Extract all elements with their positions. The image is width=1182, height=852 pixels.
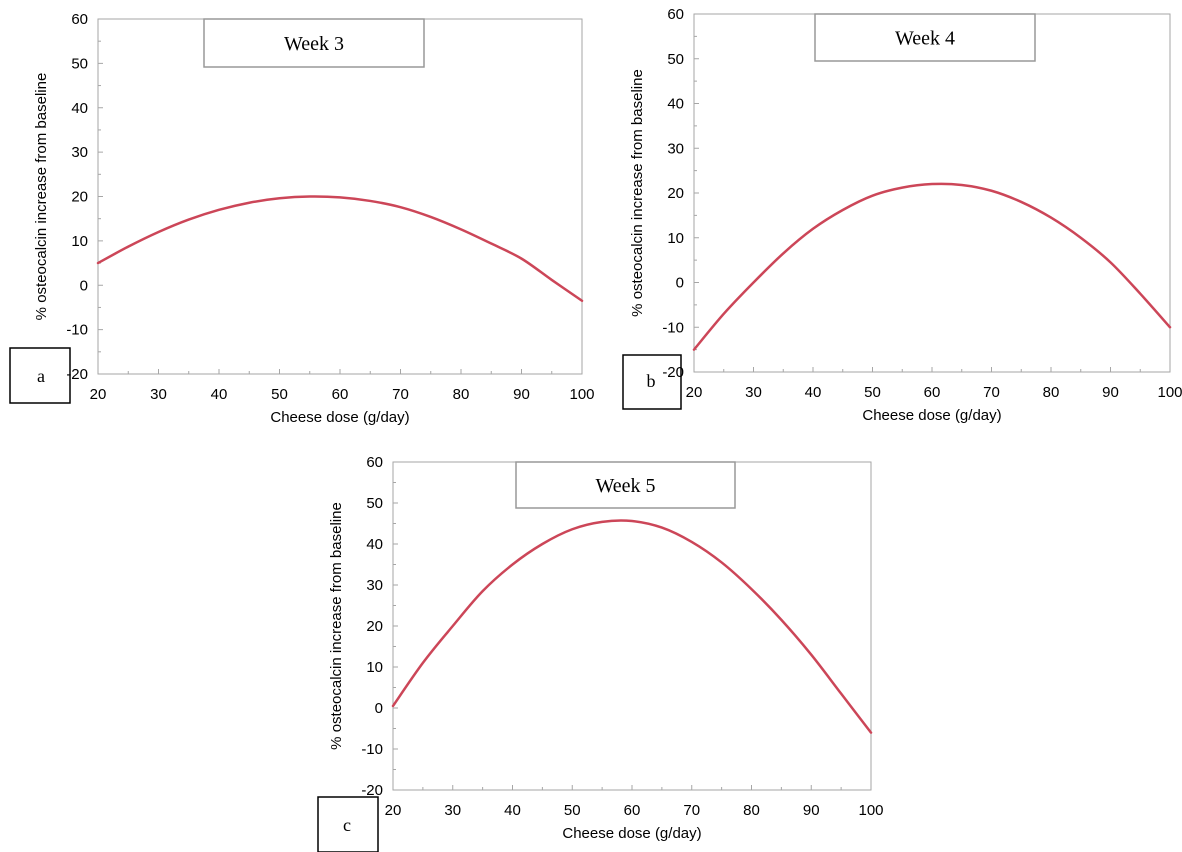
y-tick-label: 50 (71, 55, 88, 72)
y-tick-label: 40 (667, 96, 684, 113)
x-tick-label: 20 (90, 386, 107, 403)
y-tick-label: -10 (361, 741, 383, 758)
x-tick-label: 40 (211, 386, 228, 403)
y-tick-label: 50 (366, 495, 383, 512)
panel-label: c (343, 815, 351, 835)
x-tick-label: 20 (686, 384, 703, 401)
chart-panel-a: -20 -10 0 10 20 30 40 50 60 20 30 40 50 60 70 80 90 100 Ch… (9, 11, 595, 426)
y-tick-label: -10 (662, 319, 684, 336)
panel-label-box (9, 347, 71, 404)
x-tick-label: 60 (924, 384, 941, 401)
y-tick-label: 10 (366, 659, 383, 676)
plot-area-frame (392, 461, 872, 791)
osteocalcin-curve (692, 182, 1172, 351)
x-tick-label: 50 (271, 386, 288, 403)
title-box (515, 461, 736, 509)
y-tick-label: 40 (366, 536, 383, 553)
y-tick-label: 0 (676, 275, 684, 292)
x-tick-label: 30 (745, 384, 762, 401)
y-axis-label: % osteocalcin increase from baseline (629, 69, 646, 317)
y-tick-label: 60 (667, 6, 684, 23)
x-tick-label: 50 (864, 384, 881, 401)
x-tick-label: 40 (805, 384, 822, 401)
x-axis-label: Cheese dose (g/day) (270, 409, 409, 426)
y-tick-label: -10 (66, 322, 88, 339)
y-tick-label: -20 (66, 366, 88, 383)
x-axis-label: Cheese dose (g/day) (562, 825, 701, 842)
x-tick-label: 60 (332, 386, 349, 403)
x-tick-label: 40 (504, 802, 521, 819)
y-tick-label: 10 (71, 233, 88, 250)
plot-area-frame (693, 13, 1171, 373)
osteocalcin-curve (391, 519, 873, 734)
y-tick-label: 20 (667, 185, 684, 202)
osteocalcin-curve (96, 195, 584, 303)
y-tick-label: 60 (71, 11, 88, 28)
title-box (203, 18, 425, 68)
x-tick-label: 60 (624, 802, 641, 819)
x-tick-label: 30 (150, 386, 167, 403)
chart-panel-b: -20 -10 0 10 20 30 40 50 60 20 30 40 50 60 70 80 90 100 Ch… (622, 6, 1182, 424)
panel-label-box (317, 796, 379, 852)
x-tick-label: 90 (803, 802, 820, 819)
x-tick-label: 70 (983, 384, 1000, 401)
title-box (814, 13, 1036, 62)
y-tick-label: 50 (667, 51, 684, 68)
x-tick-label: 90 (513, 386, 530, 403)
chart-title: Week 5 (595, 475, 655, 497)
x-tick-label: 20 (385, 802, 402, 819)
y-axis-label: % osteocalcin increase from baseline (33, 73, 50, 321)
y-tick-label: 0 (375, 700, 383, 717)
y-tick-label: 10 (667, 230, 684, 247)
y-tick-label: 20 (366, 618, 383, 635)
chart-title: Week 3 (284, 33, 344, 55)
x-tick-label: 70 (392, 386, 409, 403)
panel-label-box (622, 354, 682, 410)
y-tick-label: 60 (366, 454, 383, 471)
y-axis-label: % osteocalcin increase from baseline (328, 502, 345, 750)
y-tick-label: -20 (662, 364, 684, 381)
x-tick-label: 100 (1157, 384, 1182, 401)
y-tick-label: 0 (80, 277, 88, 294)
x-tick-label: 90 (1102, 384, 1119, 401)
x-tick-label: 30 (444, 802, 461, 819)
y-tick-label: 30 (366, 577, 383, 594)
y-tick-label: 40 (71, 100, 88, 117)
panel-label: b (647, 371, 656, 391)
x-tick-label: 80 (453, 386, 470, 403)
x-axis-label: Cheese dose (g/day) (862, 407, 1001, 424)
panel-label: a (37, 366, 45, 386)
x-tick-label: 50 (564, 802, 581, 819)
y-tick-label: 30 (667, 140, 684, 157)
y-tick-label: 20 (71, 189, 88, 206)
x-tick-label: 100 (858, 802, 883, 819)
x-tick-label: 80 (1043, 384, 1060, 401)
chart-panel-c: -20 -10 0 10 20 30 40 50 60 20 30 40 50 60 70 80 90 100 Ch… (317, 454, 884, 852)
y-tick-label: -20 (361, 782, 383, 799)
x-tick-label: 70 (683, 802, 700, 819)
chart-title: Week 4 (895, 28, 955, 50)
y-tick-label: 30 (71, 144, 88, 161)
x-tick-label: 80 (743, 802, 760, 819)
x-tick-label: 100 (569, 386, 594, 403)
